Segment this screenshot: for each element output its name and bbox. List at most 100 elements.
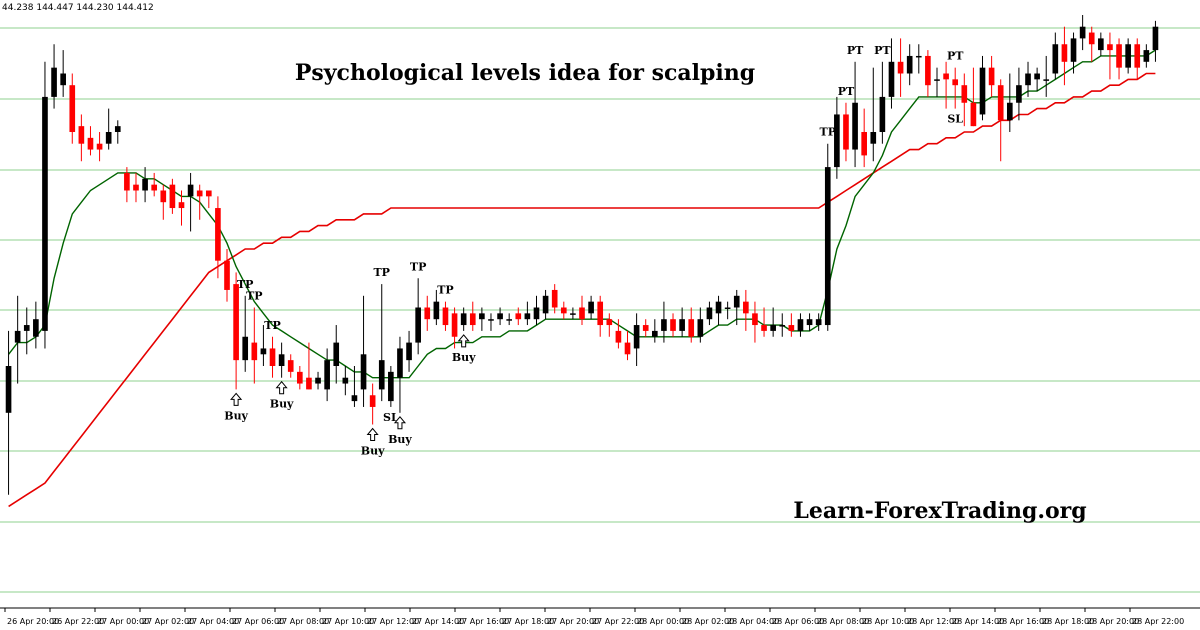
candle (824, 143, 831, 331)
candle-body (333, 342, 340, 366)
candle (287, 354, 294, 378)
candle-body (1134, 44, 1141, 68)
candle-body (797, 319, 804, 331)
x-tick-label: 28 Apr 16:00 (997, 617, 1049, 626)
candle-body (934, 79, 940, 81)
candle-body (688, 319, 695, 337)
candle-body (1116, 44, 1122, 68)
candle (133, 172, 139, 203)
candle (961, 73, 968, 127)
annotation-pt: PT (874, 44, 891, 57)
candle-body (224, 260, 230, 290)
annotation-buy: Buy (361, 445, 385, 458)
candle (460, 307, 467, 331)
x-tick-label: 28 Apr 22:00 (1132, 617, 1184, 626)
candle (934, 67, 940, 97)
buy-arrow-icon (366, 427, 379, 441)
buy-arrow-icon (275, 380, 288, 395)
candle (970, 67, 977, 127)
x-tick-label: 28 Apr 10:00 (862, 617, 914, 626)
candle-body (824, 167, 831, 326)
candle (570, 307, 576, 320)
candle (806, 313, 813, 331)
x-tick-label: 28 Apr 18:00 (1042, 617, 1094, 626)
candle-body (651, 330, 658, 337)
candle (661, 301, 667, 343)
candle (1098, 32, 1104, 56)
candle-body (806, 319, 813, 326)
x-tick-label: 28 Apr 00:00 (637, 617, 689, 626)
candle (533, 295, 540, 326)
candle-body (570, 313, 576, 315)
candle (724, 301, 731, 320)
candle-body (997, 85, 1004, 121)
candle-body (843, 114, 849, 150)
candle (451, 307, 458, 349)
candle (96, 132, 103, 162)
x-tick-label: 27 Apr 04:00 (187, 617, 239, 626)
candle-body (33, 319, 39, 337)
candle-body (497, 313, 503, 320)
candle (215, 196, 221, 279)
candle (588, 295, 594, 320)
candle-body (324, 360, 330, 390)
candle (196, 184, 203, 220)
candle-body (925, 55, 931, 86)
candle-body (60, 73, 66, 86)
annotation-tp: TP (237, 278, 253, 291)
candle-body (1070, 38, 1077, 62)
candle-body (588, 301, 594, 314)
candle (87, 126, 94, 156)
candle-body (1098, 38, 1104, 51)
candle (888, 38, 895, 109)
candle-body (369, 395, 376, 407)
candle (642, 319, 649, 337)
candle-body (770, 325, 776, 331)
candle (834, 96, 840, 179)
candle (351, 366, 358, 407)
candle (242, 295, 249, 372)
candle (597, 295, 604, 337)
candle (715, 295, 722, 326)
candle-body (533, 307, 540, 320)
candle-body (378, 360, 385, 390)
annotation-buy: Buy (388, 433, 412, 446)
candle (670, 313, 676, 337)
candle-body (287, 360, 294, 372)
candle (33, 301, 39, 349)
candle (114, 120, 121, 144)
annotation-sl: SL (947, 113, 963, 126)
candle-body (160, 190, 167, 203)
candle (579, 295, 585, 326)
candle (178, 190, 185, 226)
candle-body (1034, 73, 1040, 80)
candle-body (233, 284, 239, 361)
candle (706, 301, 713, 326)
candle-body (260, 348, 267, 355)
candle-body (979, 67, 986, 115)
candle (815, 313, 822, 331)
candle (324, 348, 330, 402)
candle (369, 383, 376, 425)
candle-body (1006, 102, 1013, 121)
annotation-tp: TP (820, 126, 836, 139)
candle-body (269, 348, 276, 366)
candle (1070, 32, 1077, 74)
x-tick-label: 28 Apr 20:00 (1087, 617, 1139, 626)
annotation-pt: PT (947, 50, 964, 63)
candle-body (397, 348, 403, 378)
candle-body (1125, 44, 1131, 68)
candle-body (442, 307, 449, 326)
candle-body (724, 307, 731, 309)
candle (51, 44, 57, 109)
candle (1143, 44, 1150, 68)
candle-body (1143, 50, 1150, 62)
candle (187, 172, 194, 232)
candle-body (852, 102, 858, 150)
candle (233, 272, 239, 390)
candle (788, 313, 795, 337)
x-tick-label: 27 Apr 08:00 (277, 617, 329, 626)
x-tick-label: 27 Apr 10:00 (322, 617, 374, 626)
